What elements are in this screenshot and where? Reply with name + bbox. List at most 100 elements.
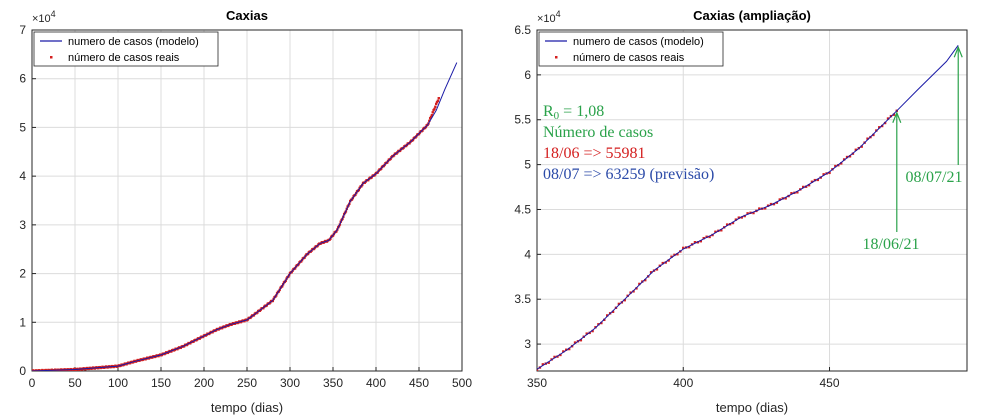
right-y-tick-label: 5 xyxy=(524,158,531,172)
right-real-point xyxy=(842,158,846,161)
left-y-tick-label: 1 xyxy=(19,315,26,329)
right-real-point xyxy=(682,246,685,250)
right-real-point xyxy=(553,355,556,359)
right-real-point xyxy=(702,236,705,240)
right-grid xyxy=(536,29,967,371)
right-chart: Caxias (ampliação) ×104 350 400 450 3 3.5 4 4… xyxy=(514,8,968,415)
right-real-point xyxy=(746,212,749,215)
right-real-point xyxy=(629,291,632,294)
right-real-point xyxy=(623,299,626,302)
right-real-point xyxy=(559,353,562,357)
annotation-arrow-2-head xyxy=(953,45,963,58)
right-real-point xyxy=(661,261,664,265)
right-real-point xyxy=(565,348,568,351)
right-real-point xyxy=(828,171,831,175)
right-real-point xyxy=(597,323,600,326)
right-real-point xyxy=(813,178,817,182)
right-real-point xyxy=(734,218,738,221)
right-real-point xyxy=(758,207,761,210)
right-x-tick-label: 350 xyxy=(527,376,547,390)
right-real-point xyxy=(699,240,703,243)
left-legend-point-swatch xyxy=(50,56,53,59)
left-y-exponent: ×104 xyxy=(32,9,56,25)
right-real-point xyxy=(796,191,799,194)
left-x-ticks: 0 50 100 150 200 250 300 350 400 450 500 xyxy=(29,367,472,390)
right-real-point xyxy=(892,113,896,116)
right-real-point xyxy=(775,201,779,204)
right-real-point xyxy=(807,183,811,187)
right-real-point xyxy=(705,235,708,238)
right-real-point xyxy=(708,235,711,239)
left-chart: Caxias ×104 0 50 100 150 200 250 300 350 400 450 5… xyxy=(19,8,472,415)
annotation-r0: R0 = 1,08 xyxy=(543,103,604,122)
right-y-exponent: ×104 xyxy=(537,9,561,25)
right-real-point xyxy=(878,126,881,129)
right-real-point xyxy=(725,223,729,226)
left-real-point xyxy=(434,105,437,109)
left-legend-model: numero de casos (modelo) xyxy=(68,36,199,48)
right-real-point xyxy=(840,162,843,165)
left-y-tick-label: 2 xyxy=(19,267,26,281)
right-x-ticks: 350 400 450 xyxy=(527,367,840,390)
right-y-tick-label: 6.5 xyxy=(514,23,531,37)
left-real-point xyxy=(431,111,434,114)
left-x-tick-label: 150 xyxy=(151,376,171,390)
right-y-tick-label: 6 xyxy=(524,68,531,82)
right-real-point xyxy=(848,155,852,158)
right-real-point xyxy=(731,221,735,225)
left-model-line xyxy=(32,62,458,371)
right-real-point xyxy=(562,350,565,353)
left-y-tick-label: 6 xyxy=(19,72,26,86)
right-real-point xyxy=(737,216,741,219)
right-real-point xyxy=(676,253,679,256)
left-x-axis-label: tempo (dias) xyxy=(211,400,283,415)
right-real-point xyxy=(772,202,776,206)
annotation-arrow-label-1: 18/06/21 xyxy=(863,236,920,253)
left-x-tick-label: 300 xyxy=(280,376,300,390)
left-real-point xyxy=(430,114,434,117)
right-legend-real: número de casos reais xyxy=(573,52,685,64)
left-chart-title: Caxias xyxy=(226,8,268,23)
left-real-point xyxy=(435,102,438,106)
annotation-real-value: 18/06 => 55981 xyxy=(543,145,646,162)
right-real-point xyxy=(866,137,869,140)
annotation-arrows xyxy=(892,45,963,232)
right-real-point xyxy=(567,347,571,351)
right-real-point xyxy=(611,310,615,313)
left-legend: numero de casos (modelo) número de casos… xyxy=(33,31,219,67)
right-real-point xyxy=(649,271,653,274)
right-real-point xyxy=(720,229,723,232)
right-x-tick-label: 450 xyxy=(820,376,840,390)
right-real-point xyxy=(740,216,743,219)
right-plot-box xyxy=(536,29,968,372)
left-real-point xyxy=(429,115,433,119)
right-real-point xyxy=(617,302,621,306)
annotation-arrow-1-head xyxy=(892,111,902,123)
left-x-tick-label: 50 xyxy=(68,376,82,390)
left-real-points xyxy=(32,97,440,371)
annotation-arrow-label-2: 08/07/21 xyxy=(906,169,963,186)
right-y-tick-label: 4 xyxy=(524,247,531,261)
left-real-point xyxy=(435,100,439,104)
right-real-point xyxy=(644,278,647,282)
right-y-tick-label: 3.5 xyxy=(514,292,531,306)
right-real-point xyxy=(822,173,825,176)
right-real-point xyxy=(687,245,691,249)
right-real-point xyxy=(854,148,858,151)
right-real-point xyxy=(714,230,717,233)
annotation-numero-casos: Número de casos xyxy=(543,124,653,141)
right-real-point xyxy=(655,268,659,271)
right-real-point xyxy=(860,145,863,148)
left-legend-real: número de casos reais xyxy=(68,52,180,64)
left-x-tick-label: 500 xyxy=(452,376,472,390)
right-real-point xyxy=(573,341,577,344)
right-real-point xyxy=(537,369,539,371)
left-x-tick-label: 400 xyxy=(366,376,386,390)
right-y-tick-label: 5.5 xyxy=(514,113,531,127)
right-model-line xyxy=(537,45,959,370)
right-real-point xyxy=(816,178,820,182)
right-real-point xyxy=(845,155,849,159)
right-y-tick-label: 4.5 xyxy=(514,202,531,216)
right-real-point xyxy=(667,259,670,262)
